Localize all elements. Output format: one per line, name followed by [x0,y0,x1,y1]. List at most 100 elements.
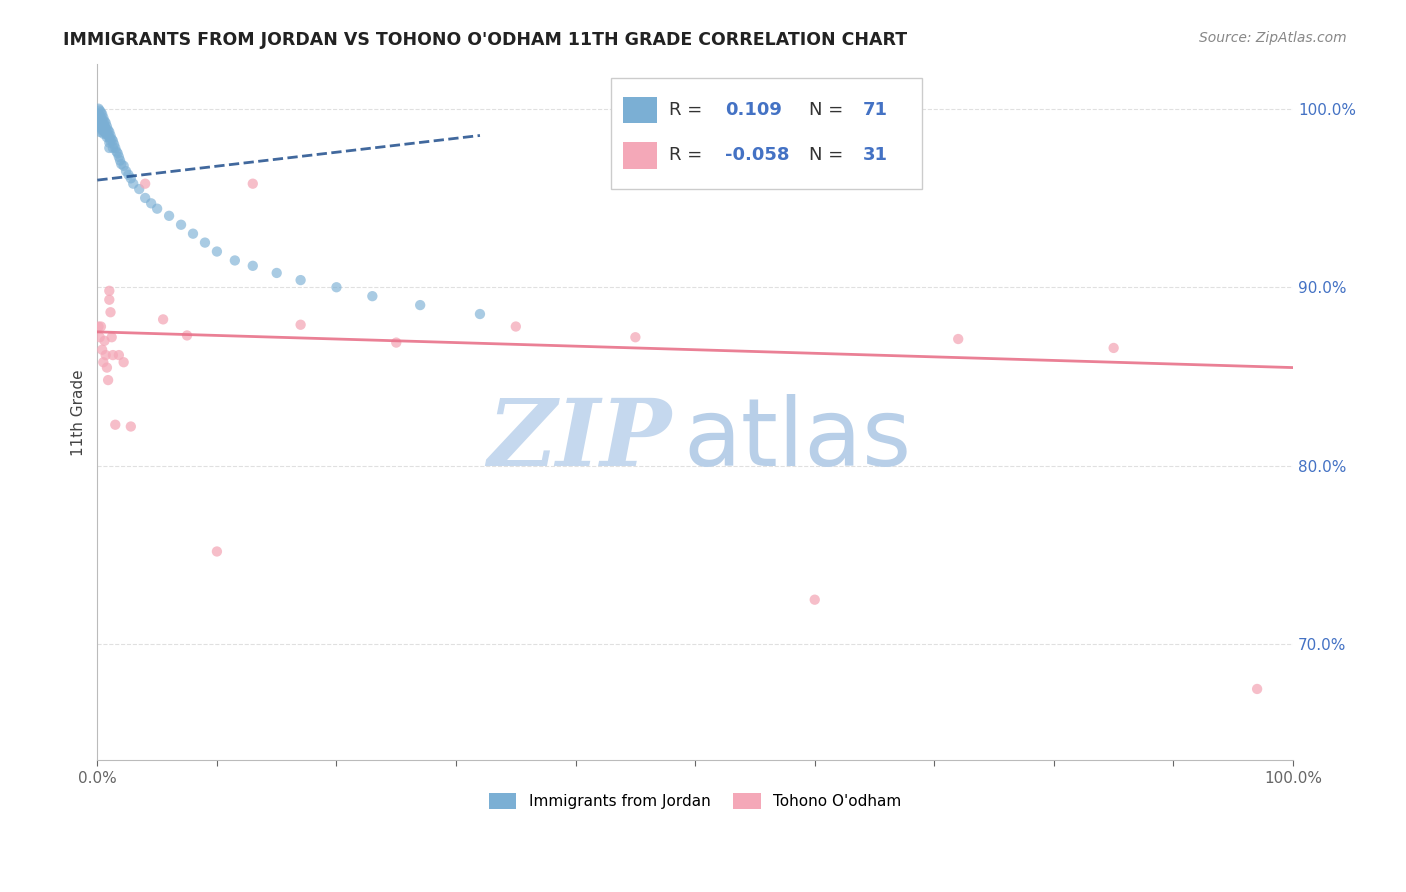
Text: 0.109: 0.109 [725,101,782,119]
Point [87,112,110,127]
Point [91,121,114,136]
Point [112,159,135,173]
Point [104,141,127,155]
Point [97,128,120,143]
Point [97,123,120,137]
Point [94,116,117,130]
Legend: Immigrants from Jordan, Tohono O'odham: Immigrants from Jordan, Tohono O'odham [482,788,907,815]
Bar [612,78,922,189]
Point [98,141,121,155]
Bar [623,97,657,123]
Point [242,177,264,191]
Point [90,319,112,334]
Point [93,114,115,128]
Point [134,177,156,191]
Point [120,171,142,186]
Y-axis label: 11th Grade: 11th Grade [72,369,86,456]
Point [110,157,132,171]
Point [101,134,124,148]
Point [94,348,117,362]
Point [152,312,174,326]
Point [108,348,131,362]
Point [91,111,114,125]
Point [94,121,117,136]
Point [157,209,180,223]
Point [290,318,312,332]
Point [290,273,312,287]
Point [803,592,825,607]
Point [93,125,115,139]
Point [87,107,110,121]
Point [98,293,121,307]
Text: R =: R = [669,101,707,119]
Point [89,109,111,123]
Point [146,202,169,216]
Point [89,114,111,128]
Point [104,417,127,432]
Text: R =: R = [669,146,707,164]
Point [96,120,118,134]
Point [101,348,124,362]
Point [87,102,110,116]
Point [90,121,112,136]
Point [141,196,163,211]
Point [98,284,121,298]
Point [176,328,198,343]
Point [91,118,114,132]
Point [87,319,110,334]
Text: Source: ZipAtlas.com: Source: ZipAtlas.com [1199,31,1347,45]
Text: 71: 71 [862,101,887,119]
Point [101,141,124,155]
Point [224,253,246,268]
Point [100,132,122,146]
Point [181,227,204,241]
Point [122,177,145,191]
Point [96,360,118,375]
Point [89,330,111,344]
Text: ZIP: ZIP [486,395,671,485]
Point [100,330,122,344]
Point [91,116,114,130]
Point [91,123,114,137]
Text: 31: 31 [862,146,887,164]
Point [91,112,114,127]
Point [103,137,125,152]
Point [468,307,491,321]
Point [105,145,128,159]
Point [98,130,121,145]
Point [948,332,970,346]
Point [100,128,122,143]
Point [98,136,121,150]
Point [108,150,131,164]
Point [385,335,408,350]
Point [93,120,115,134]
Text: N =: N = [808,146,849,164]
Point [96,130,118,145]
Point [108,153,131,168]
Text: IMMIGRANTS FROM JORDAN VS TOHONO O'ODHAM 11TH GRADE CORRELATION CHART: IMMIGRANTS FROM JORDAN VS TOHONO O'ODHAM… [63,31,907,49]
Point [134,191,156,205]
Text: -0.058: -0.058 [725,146,790,164]
Point [112,355,135,369]
Point [128,182,150,196]
Text: atlas: atlas [683,394,911,486]
Point [94,127,117,141]
Point [89,120,111,134]
Text: N =: N = [808,101,849,119]
Point [361,289,384,303]
Point [1102,341,1125,355]
Bar [623,142,657,169]
Point [624,330,647,344]
Point [325,280,347,294]
Point [242,259,264,273]
Point [205,244,228,259]
Point [87,118,110,132]
Point [1246,681,1268,696]
Point [205,544,228,558]
Point [100,305,122,319]
Point [194,235,217,250]
Point [91,127,114,141]
Point [117,168,139,182]
Point [91,343,114,357]
Point [505,319,527,334]
